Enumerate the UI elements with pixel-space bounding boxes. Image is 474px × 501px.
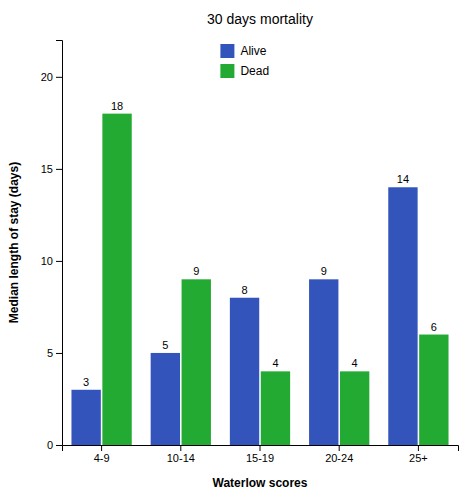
tick-mark [56,353,62,354]
tick-mark [418,445,419,451]
tick-label: 0 [47,439,53,451]
data-label: 18 [111,100,123,112]
x-tick: 20-24 [325,445,353,464]
plot-area: 0 5 10 15 20 4-9 10-14 15-19 20-24 25+ 3 5 8 9 14 18 9 4 4… [41,41,459,464]
bar [182,279,211,445]
legend-item: Alive [220,44,266,58]
tick-label: 10 [41,255,53,267]
data-label: 9 [193,265,199,277]
data-label: 6 [431,321,437,333]
x-axis: 4-9 10-14 15-19 20-24 25+ [63,445,459,464]
tick-mark [56,77,62,78]
tick-mark [339,445,340,451]
bar [230,298,259,445]
y-tick: 5 [47,347,62,359]
tick-mark [260,445,261,451]
y-tick: 20 [41,71,62,83]
bar [388,187,417,445]
axis-line [56,41,63,446]
tick-label: 15 [41,163,53,175]
legend-swatch [220,64,234,78]
y-tick: 10 [41,255,62,267]
tick-label: 10-14 [167,452,195,464]
legend-item: Dead [220,64,269,78]
bar [261,371,290,445]
tick-label: 15-19 [246,452,274,464]
x-axis-title: Waterlow scores [213,476,308,490]
data-label: 5 [162,339,168,351]
tick-label: 4-9 [94,452,110,464]
data-label: 3 [83,376,89,388]
data-label: 4 [352,357,358,369]
data-label: 4 [272,357,278,369]
tick-label: 20-24 [325,452,353,464]
x-tick: 15-19 [246,445,274,464]
tick-mark [56,445,62,446]
x-tick: 25+ [409,445,428,464]
tick-label: 5 [47,347,53,359]
legend-label: Alive [240,44,266,58]
axis-line [63,446,459,452]
legend-swatch [220,44,234,58]
tick-label: 20 [41,71,53,83]
title: 30 days mortality [207,11,313,27]
bar [419,335,448,445]
bar [71,390,100,445]
bar [151,353,180,445]
tick-mark [101,445,102,451]
legend: Alive Dead [220,44,269,78]
bars [71,114,448,445]
data-label: 9 [321,265,327,277]
data-label: 14 [397,173,409,185]
x-tick: 10-14 [167,445,195,464]
data-label: 8 [241,284,247,296]
bar [102,114,131,445]
y-axis: 0 5 10 15 20 [41,41,63,452]
data-labels: 3 5 8 9 14 18 9 4 4 6 [83,100,437,388]
chart-svg: 0 5 10 15 20 4-9 10-14 15-19 20-24 25+ 3 5 8 9 14 18 9 4 4… [0,0,474,501]
chart-container: 0 5 10 15 20 4-9 10-14 15-19 20-24 25+ 3 5 8 9 14 18 9 4 4… [0,0,474,501]
tick-mark [56,261,62,262]
tick-label: 25+ [409,452,428,464]
bar [309,279,338,445]
x-tick: 4-9 [94,445,110,464]
bar [340,371,369,445]
y-axis-title: Median length of stay (days) [7,162,21,323]
y-tick: 15 [41,163,62,175]
tick-mark [180,445,181,451]
legend-label: Dead [240,64,269,78]
y-tick: 0 [47,439,62,451]
tick-mark [56,169,62,170]
